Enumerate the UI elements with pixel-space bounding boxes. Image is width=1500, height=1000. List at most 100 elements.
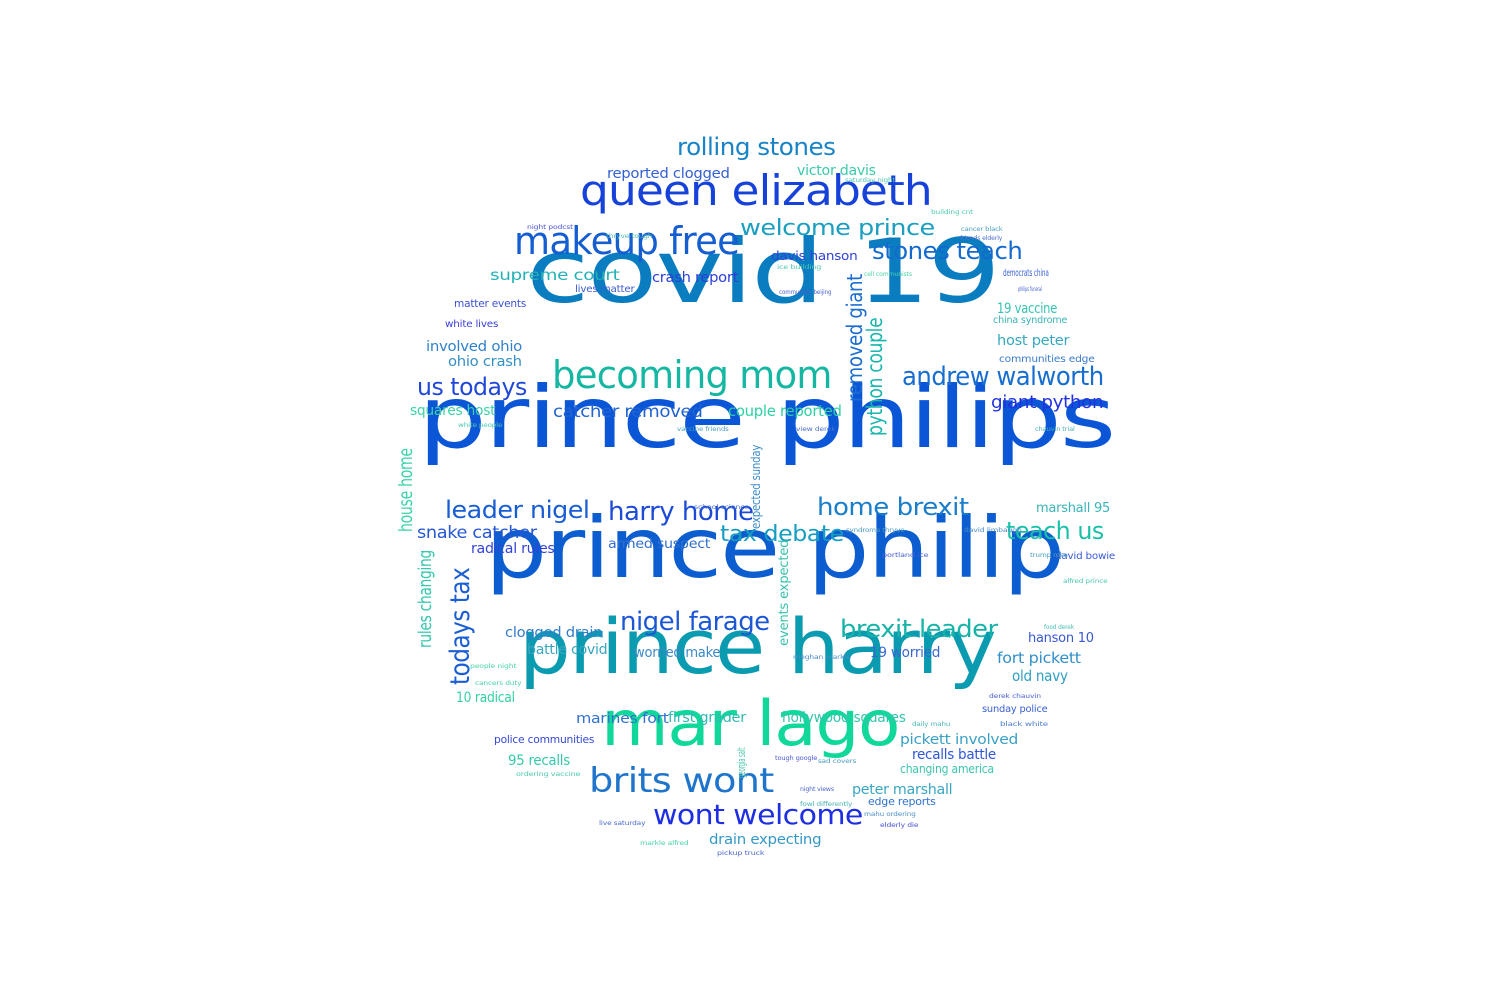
word-teach-us: teach us	[1006, 517, 1104, 546]
word-communities-edge: communities edge	[999, 353, 1095, 365]
word-sad-covers: sad covers	[818, 758, 857, 766]
word-host-peter: host peter	[997, 333, 1070, 350]
word-home-brexit: home brexit	[817, 493, 969, 522]
word-night-views: night views	[800, 786, 834, 794]
word-19-vaccine: 19 vaccine	[997, 301, 1058, 318]
word-night-podcst: night podcst	[527, 224, 573, 232]
word-white-people: white people	[458, 422, 503, 430]
word-prince-philips: prince philips	[418, 367, 1116, 468]
word-andrew-walworth: andrew walworth	[902, 361, 1104, 392]
word-giant-python: giant python	[991, 391, 1104, 413]
word-supreme-court: supreme court	[490, 265, 620, 284]
word-cancers-duty: cancers duty	[475, 680, 522, 688]
word-armed-suspect: armed suspect	[608, 536, 711, 552]
word-expected-sunday: expected sunday	[748, 444, 763, 529]
word-hollywood-squares: hollywood squares	[782, 710, 906, 727]
word-rules-changing: rules changing	[415, 550, 436, 648]
word-involved-ohio: involved ohio	[426, 339, 523, 356]
word-food-derek: food derek	[1044, 624, 1074, 632]
word-stones-teach: stones teach	[872, 237, 1023, 266]
word-battle-covid: battle covid	[527, 642, 608, 659]
word-mar-lago: mar lago	[601, 686, 901, 760]
word-wont-welcome: wont welcome	[653, 797, 863, 831]
word-10-radical: 10 radical	[456, 690, 515, 707]
word-democrats-china: democrats china	[1003, 267, 1049, 279]
word-cell-communists: cell communists	[864, 271, 912, 279]
word-cancer-black: cancer black	[961, 226, 1003, 234]
word-ice-building: ice building	[777, 264, 822, 272]
word-building-cnt: building cnt	[931, 209, 973, 217]
word-recalls-battle: recalls battle	[912, 747, 996, 764]
word-fowl-differently: fowl differently	[800, 801, 853, 809]
word-brits-wont: brits wont	[589, 760, 774, 801]
word-chauvin-trial: chauvin trial	[1035, 426, 1075, 434]
word-live-saturday: live saturday	[599, 820, 646, 828]
word-alfred-prince: alfred prince	[1063, 578, 1108, 586]
word-davis-hanson: davis hanson	[771, 248, 858, 263]
word-peter-marshall: peter marshall	[852, 782, 953, 799]
word-derek-chauvin: derek chauvin	[989, 693, 1041, 701]
word-events-expected: events expected	[776, 539, 792, 646]
word-95-recalls: 95 recalls	[508, 753, 570, 770]
word-daily-mahu: daily mahu	[912, 721, 951, 729]
word-fort-pickett: fort pickett	[997, 648, 1081, 667]
word-old-navy: old navy	[1012, 666, 1068, 685]
word-sunday-police: sunday police	[982, 703, 1048, 715]
word-lives-matter: lives matter	[575, 283, 635, 295]
word-vaccine-friends: vaccine friends	[677, 426, 729, 434]
word-welcome-prince: welcome prince	[740, 216, 935, 242]
word-mahu-ordering: mahu ordering	[864, 811, 916, 819]
word-friends-elderly: friends elderly	[960, 235, 1003, 243]
word-victor-davis: victor davis	[797, 163, 876, 180]
word-brexit-leader: brexit leader	[840, 615, 998, 644]
word-view-derek: view derek	[796, 426, 836, 434]
word-snake-catcher: snake catcher	[417, 523, 537, 544]
word-school-science: school science	[694, 504, 750, 512]
word-ordering-vaccine: ordering vaccine	[516, 771, 581, 779]
word-tax-debate: tax debate	[720, 522, 844, 548]
word-us-todays: us todays	[417, 373, 527, 402]
word-trump-rose: trump rose	[1030, 552, 1068, 560]
word-house-home: house home	[395, 448, 417, 532]
word-marshall-95: marshall 95	[1036, 500, 1110, 516]
word-queen-elizabeth: queen elizabeth	[580, 165, 933, 215]
word-crash-report: crash report	[652, 270, 739, 287]
word-rolling-stones: rolling stones	[677, 133, 836, 162]
word-ohio-crash: ohio crash	[448, 354, 522, 371]
word-first-grader: first grader	[668, 710, 746, 727]
word-people-night: people night	[470, 663, 517, 671]
word-clogged-drain: clogged drain	[505, 625, 603, 642]
word-communists-beijing: communists beijing	[779, 289, 832, 297]
word-pickup-truck: pickup truck	[717, 850, 765, 858]
word-drain-expecting: drain expecting	[709, 832, 822, 849]
word-markle-alfred: markle alfred	[640, 840, 689, 848]
word-hanson-10: hanson 10	[1028, 630, 1094, 646]
word-changing-america: changing america	[900, 761, 994, 776]
word-georgia-salt: georgia salt	[736, 747, 748, 778]
word-china-syndrome: china syndrome	[993, 314, 1068, 326]
word-meghan-markle: meghan markle	[793, 654, 851, 662]
word-python-couple: python couple	[863, 317, 887, 436]
word-matter-events: matter events	[454, 297, 527, 311]
word-black-white: black white	[1000, 721, 1048, 729]
word-syndrome-thryve: syndrome thryve	[846, 527, 905, 535]
word-leader-nigel: leader nigel	[445, 496, 590, 525]
word-white-lives: white lives	[445, 318, 499, 330]
word-edge-reports: edge reports	[868, 795, 936, 809]
word-police-communities: police communities	[494, 733, 595, 747]
word-couple-reported: couple reported	[728, 401, 842, 420]
word-philips-funeral: philips funeral	[1018, 286, 1042, 294]
word-prince-harry: prince harry	[519, 601, 997, 691]
word-becoming-mom: becoming mom	[552, 353, 832, 398]
word-squares-host: squares host	[410, 403, 496, 420]
word-19-worried: 19 worried	[870, 645, 941, 662]
word-david-bowie: david bowie	[1055, 550, 1116, 562]
word-catcher-removed: catcher removed	[553, 402, 703, 423]
word-tough-google: tough google	[775, 755, 818, 763]
word-reported-clogged: reported clogged	[607, 166, 730, 183]
word-pickett-involved: pickett involved	[900, 732, 1018, 749]
word-radical-rules: radical rules	[471, 541, 555, 558]
word-worried-make: worried make	[634, 645, 721, 662]
word-saturday-night: saturday night	[845, 177, 896, 185]
